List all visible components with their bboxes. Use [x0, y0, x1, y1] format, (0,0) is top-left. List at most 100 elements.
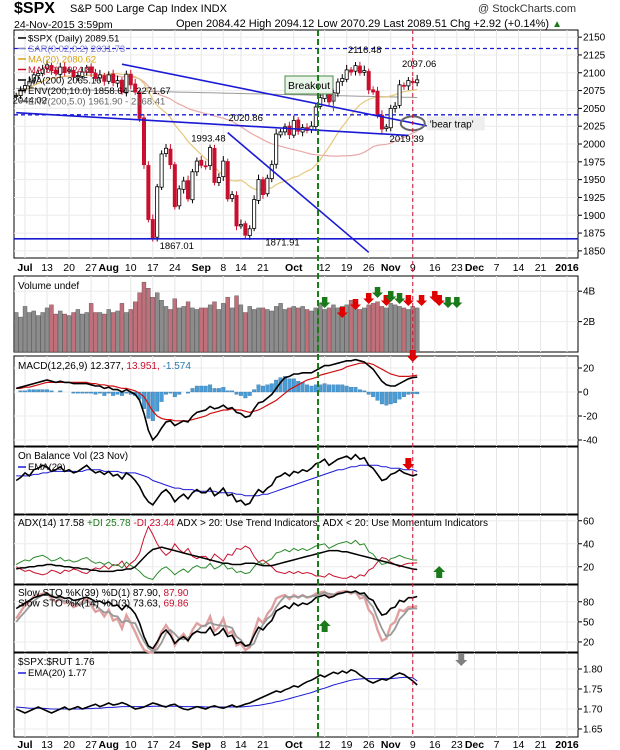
- xtick-bottom-11: 21: [257, 739, 269, 750]
- volume-bar-26: [128, 309, 133, 353]
- macd-hist-bar-89: [406, 391, 411, 395]
- candle-body-52: [243, 223, 248, 236]
- volume-bar-9: [53, 313, 59, 353]
- volume-bar-70: [322, 309, 327, 353]
- candle-body-11: [62, 66, 67, 73]
- volume-arrow-4-green-down-icon: [372, 287, 384, 298]
- ytick-label-price-11: 2125: [583, 50, 606, 61]
- macd-hist-bar-66: [305, 384, 309, 393]
- macd-hist-bar-25: [124, 391, 129, 394]
- volume-bar-42: [199, 307, 204, 353]
- volume-arrow-12-green-down-icon: [442, 297, 454, 308]
- volume-bar-54: [251, 309, 257, 353]
- xtick-top-20: Dec: [465, 262, 484, 274]
- candle-body-8: [49, 64, 54, 72]
- adx-legend-part-2: -DI 23.44: [133, 518, 176, 529]
- macd-hist-bar-81: [371, 391, 376, 397]
- ytick-label-macd-1: -20: [583, 412, 598, 423]
- ytick-label-vol-1: 4B: [583, 287, 596, 298]
- candle-body-24: [119, 79, 124, 93]
- volume-bar-15: [80, 313, 85, 353]
- candle-body-13: [71, 69, 76, 78]
- macd-hist-bar-35: [168, 391, 173, 394]
- macd-hist-bar-5: [36, 389, 41, 393]
- candle-body-81: [371, 89, 376, 93]
- macd-hist-bar-79: [362, 390, 367, 393]
- xtick-bottom-1: 13: [41, 739, 53, 750]
- ratio-ema-legend: EMA(20) 1.77: [28, 668, 87, 679]
- volume-bar-18: [93, 312, 98, 353]
- macd-hist-bar-76: [349, 387, 354, 393]
- candle-body-55: [256, 179, 261, 201]
- volume-arrow-6-green-down-icon: [385, 291, 397, 302]
- candle-body-33: [159, 153, 164, 188]
- ytick-label-macd-3: 20: [583, 364, 595, 375]
- obv-red-down-arrow-icon: [402, 458, 415, 470]
- macd-hist-bar-29: [142, 391, 146, 409]
- candle-body-89: [406, 80, 411, 87]
- xtick-top-18: 16: [429, 262, 441, 274]
- macd-legend-part-1: 12.377,: [90, 361, 126, 372]
- xtick-top-16: Nov: [381, 262, 401, 274]
- macd-hist-bar-41: [194, 385, 199, 393]
- ma200-line: [16, 87, 418, 98]
- macd-hist-bar-71: [327, 384, 331, 393]
- volume-bar-38: [181, 306, 186, 353]
- candle-body-41: [194, 160, 199, 173]
- volume-bar-0: [14, 312, 19, 353]
- volume-bar-83: [379, 306, 385, 353]
- volume-bar-37: [177, 307, 182, 353]
- sto39-k-line: [15, 590, 418, 650]
- candle-body-39: [186, 180, 191, 200]
- candle-body-47: [221, 160, 226, 178]
- volume-bar-40: [190, 307, 195, 353]
- xtick-top-23: 21: [535, 262, 547, 274]
- xtick-top-15: 26: [363, 262, 375, 274]
- obv-line: [15, 453, 418, 507]
- xtick-bottom-3: 27: [85, 739, 97, 750]
- macd-hist-bar-51: [238, 391, 243, 396]
- macd-hist-bar-31: [150, 391, 155, 421]
- candle-body-82: [375, 90, 380, 116]
- quote-up-arrow-icon: ▲: [552, 19, 563, 30]
- macd-hist-bar-75: [344, 385, 349, 393]
- candle-body-64: [296, 119, 301, 132]
- macd-hist-bar-56: [261, 385, 265, 393]
- candle-body-75: [344, 69, 349, 80]
- ytick-label-adx-2: 60: [583, 516, 595, 527]
- xtick-bottom-22: 14: [513, 739, 525, 750]
- macd-legend: MACD(12,26,9) 12.377, 13.951, -1.574: [18, 361, 191, 372]
- candle-body-5: [36, 73, 41, 77]
- candle-body-30: [146, 165, 151, 220]
- xtick-bottom-21: 7: [494, 739, 500, 750]
- ytick-label-sto-2: 80: [583, 597, 595, 608]
- macd-hist-bar-42: [199, 385, 204, 393]
- candle-body-37: [177, 188, 182, 207]
- sto-legend-0: Slow STO %K(39) %D(1) 87.90, 87.90: [18, 588, 189, 599]
- macd-hist-bar-87: [397, 391, 402, 400]
- candle-body-29: [141, 117, 146, 166]
- ytick-label-vol-0: 2B: [583, 317, 596, 328]
- candle-body-10: [58, 66, 63, 75]
- price-label-3: 1867.01: [160, 241, 194, 252]
- volume-bar-59: [274, 306, 279, 353]
- candle-body-35: [168, 148, 173, 166]
- macd-hist-bar-62: [287, 378, 292, 393]
- volume-bar-82: [375, 301, 380, 353]
- candle-body-61: [282, 126, 287, 133]
- panel-frame-ratio: [13, 652, 579, 738]
- macd-hist-bar-53: [247, 391, 252, 396]
- candle-body-21: [106, 74, 111, 82]
- falling-trendline-2: [227, 131, 370, 253]
- volume-bar-53: [247, 306, 252, 353]
- volume-bar-36: [172, 298, 177, 353]
- candle-body-46: [216, 177, 221, 183]
- candle-body-80: [366, 71, 371, 91]
- macd-hist-bar-32: [155, 391, 160, 412]
- macd-hist-bar-44: [208, 384, 213, 393]
- ytick-label-price-0: 1850: [583, 246, 606, 257]
- ytick-label-sto-1: 50: [583, 617, 595, 628]
- volume-bar-6: [40, 312, 45, 353]
- volume-bar-32: [155, 292, 160, 353]
- sto-legend-1-part-0: Slow STO %K(14) %D(3): [18, 599, 133, 610]
